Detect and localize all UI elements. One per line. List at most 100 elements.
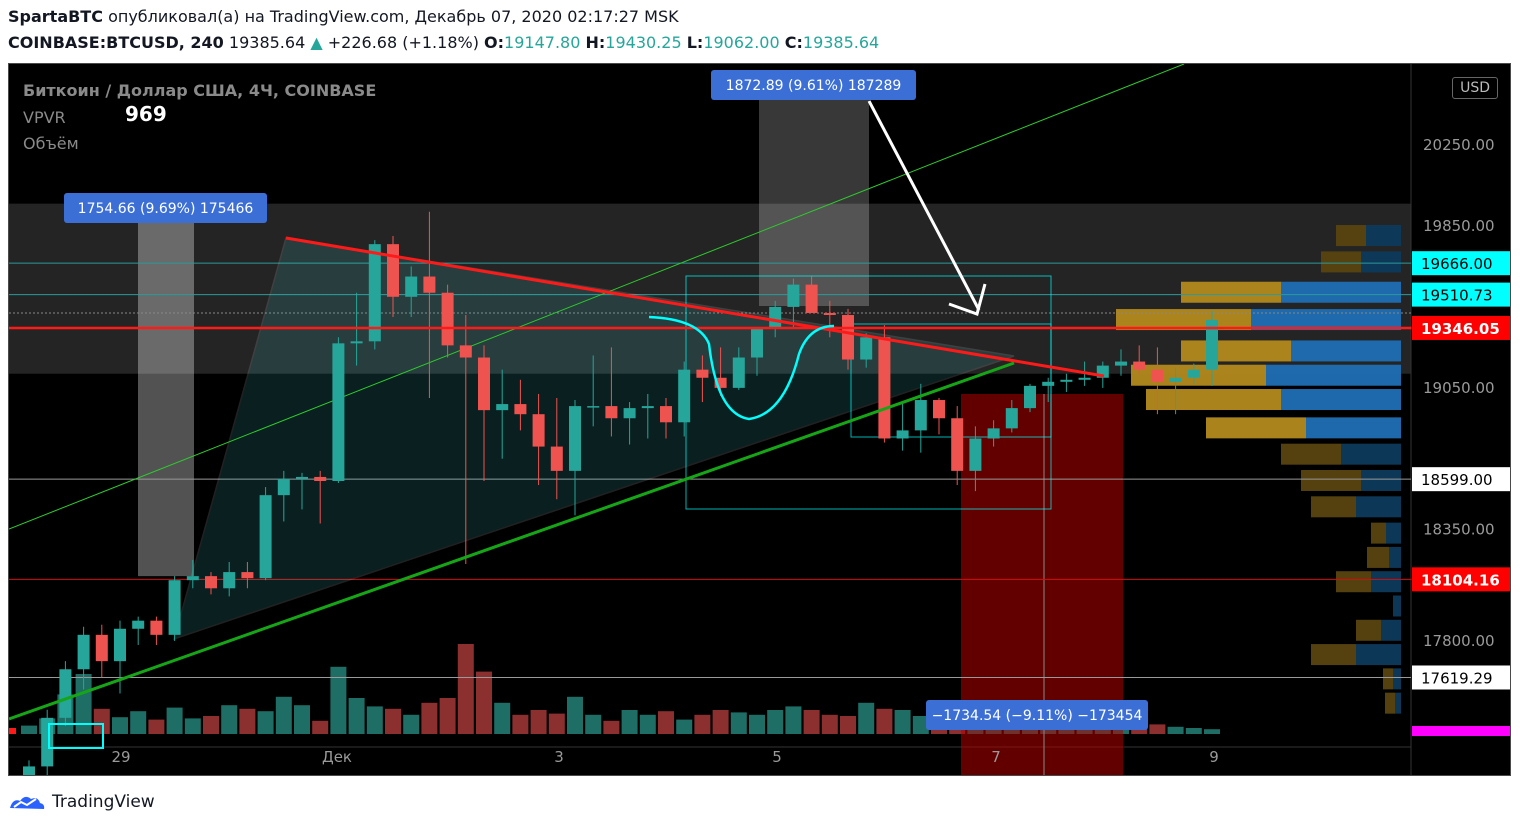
measure-label-box[interactable] xyxy=(926,700,1148,730)
volume-bar xyxy=(603,720,620,734)
candle-body xyxy=(423,276,436,293)
price-axis-label: 17619.29 xyxy=(1421,669,1493,687)
close-value: 19385.64 xyxy=(802,33,880,52)
vpvr-down-volume xyxy=(1281,443,1341,465)
vpvr-up-volume xyxy=(1393,595,1401,617)
candle-body xyxy=(769,306,782,328)
candle-body xyxy=(1169,377,1182,382)
volume-bar xyxy=(803,710,820,734)
volume-bar xyxy=(494,702,511,734)
candle-body xyxy=(59,669,72,718)
price-axis-label: 18104.16 xyxy=(1421,571,1500,589)
currency-button[interactable]: USD xyxy=(1452,77,1498,99)
open-value: 19147.80 xyxy=(504,33,581,52)
up-arrow-icon: ▲ xyxy=(310,33,323,52)
price-axis-label: 19666.00 xyxy=(1421,255,1493,273)
candle-body xyxy=(1042,381,1055,386)
vpvr-up-volume xyxy=(1381,619,1401,641)
channel-line xyxy=(9,64,1185,530)
volume-bar xyxy=(403,714,420,734)
chart-title: Биткоин / Доллар США, 4Ч, COINBASE xyxy=(23,81,377,100)
volume-bar xyxy=(166,707,183,734)
measure-label-box[interactable] xyxy=(64,193,267,223)
publish-text: опубликовал(а) на TradingView.com, Декаб… xyxy=(108,7,679,26)
candle-body xyxy=(205,576,217,589)
volume-bar xyxy=(1167,726,1184,734)
resistance-trendline xyxy=(285,236,1105,378)
vpvr-up-volume xyxy=(1356,496,1401,518)
candle-body xyxy=(150,620,163,635)
footer-brand[interactable]: TradingView xyxy=(8,792,155,812)
volume-bar xyxy=(730,712,747,734)
low-value: 19062.00 xyxy=(703,33,780,52)
candle-body xyxy=(168,580,181,635)
volume-bar xyxy=(385,708,401,734)
candle-body xyxy=(114,628,126,662)
candle-body xyxy=(241,572,254,579)
volume-bar xyxy=(821,714,838,734)
vpvr-up-volume xyxy=(1361,469,1401,491)
candle-body xyxy=(1078,377,1091,380)
volume-bar xyxy=(639,714,656,734)
price-axis-label: 18599.00 xyxy=(1421,471,1493,489)
candle-body xyxy=(805,284,818,313)
measure-label-box[interactable] xyxy=(711,70,916,100)
candle-body xyxy=(933,400,945,419)
vpvr-up-volume xyxy=(1281,281,1401,303)
candle-body xyxy=(186,576,199,581)
price-change: +226.68 (+1.18%) xyxy=(327,33,479,52)
cyan-cup-curve xyxy=(648,315,835,421)
candle-body xyxy=(1060,379,1073,382)
volume-bar xyxy=(476,671,492,734)
volume-bar xyxy=(421,702,438,734)
magenta-price-label xyxy=(1412,726,1510,736)
volume-bar xyxy=(366,706,383,734)
candle-body xyxy=(605,406,618,419)
vpvr-down-volume xyxy=(1206,417,1306,439)
candle-body xyxy=(860,337,873,360)
volume-bar xyxy=(1204,729,1220,734)
y-tick-label: 20250.00 xyxy=(1423,136,1495,154)
candle-body xyxy=(132,620,145,629)
price-axis-label-bg xyxy=(1412,467,1510,492)
candle-body xyxy=(987,428,1000,439)
vpvr-down-volume xyxy=(1181,340,1291,362)
candle-body xyxy=(1115,361,1127,366)
footer-brand-text: TradingView xyxy=(52,792,155,812)
candle-body xyxy=(332,343,345,481)
volume-label[interactable]: Объём xyxy=(23,134,79,153)
chart-area[interactable]: 1754.66 (9.69%) 175466 1872.89 (9.61%) 18… xyxy=(8,63,1511,776)
candle-body xyxy=(41,717,54,767)
open-key: O: xyxy=(484,33,505,52)
measure-label-text: 1754.66 (9.69%) 175466 xyxy=(78,201,254,217)
volume-bar xyxy=(1185,728,1202,734)
close-key: C: xyxy=(784,33,803,52)
candle-body xyxy=(1133,361,1146,370)
vpvr-up-volume xyxy=(1291,340,1401,362)
candle-body xyxy=(678,369,691,423)
price-axis-label-bg xyxy=(1412,315,1510,340)
measure-range-left xyxy=(138,219,194,577)
vpvr-down-volume xyxy=(1311,496,1356,518)
vpvr-label[interactable]: VPVR xyxy=(23,108,66,127)
arrow-head-icon xyxy=(948,283,987,316)
volume-bar xyxy=(93,708,110,734)
price-chart[interactable]: 1754.66 (9.69%) 175466 1872.89 (9.61%) 18… xyxy=(9,64,1511,776)
volume-bar xyxy=(840,716,856,734)
price-axis-label-bg xyxy=(1412,665,1510,690)
author-name[interactable]: SpartaBTC xyxy=(8,7,103,26)
volume-bar xyxy=(530,710,547,734)
arrow-shaft xyxy=(867,100,981,311)
candle-body xyxy=(441,292,454,346)
candle-body xyxy=(660,406,672,423)
y-tick-label: 17800.00 xyxy=(1423,632,1495,650)
vpvr-down-volume xyxy=(1385,692,1395,714)
volume-bar xyxy=(294,705,310,734)
volume-bar xyxy=(21,725,37,734)
candle-body xyxy=(314,476,327,481)
volume-bar xyxy=(312,720,329,734)
candle-body xyxy=(569,406,581,471)
volume-bar xyxy=(694,714,711,734)
vpvr-down-volume xyxy=(1367,546,1389,568)
candle-body xyxy=(823,312,836,316)
